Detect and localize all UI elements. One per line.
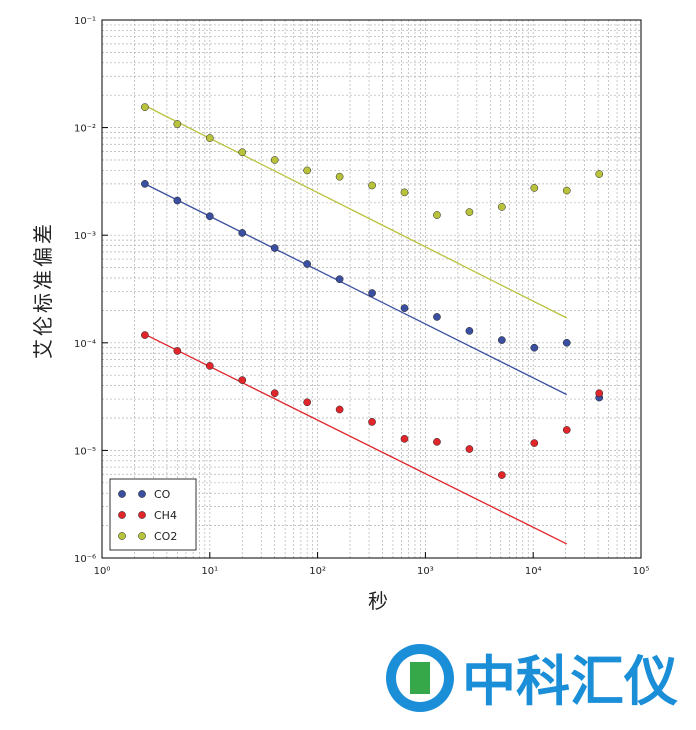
y-tick-label: 10⁻¹: [74, 16, 96, 27]
data-point: [498, 336, 506, 344]
y-tick-label: 10⁻⁴: [74, 339, 96, 350]
y-tick-label: 10⁻⁵: [74, 446, 96, 457]
data-point: [335, 405, 344, 414]
data-point: [238, 229, 247, 237]
x-tick-label: 10¹: [201, 566, 218, 577]
data-point: [335, 275, 344, 284]
data-point: [141, 331, 149, 339]
data-point: [173, 196, 182, 205]
legend-label: CO2: [154, 530, 177, 543]
data-point: [303, 166, 312, 175]
data-point: [465, 208, 474, 216]
legend-marker: [138, 511, 146, 519]
legend-marker: [138, 532, 146, 540]
data-point: [205, 134, 214, 142]
legend-marker: [118, 511, 126, 519]
fit-line: [144, 105, 568, 319]
legend: CO CH4 CO2: [109, 478, 197, 551]
data-point: [400, 304, 409, 312]
legend-marker: [138, 490, 146, 498]
data-point: [141, 180, 149, 188]
data-point: [368, 181, 376, 190]
watermark-text: 中科汇仪: [462, 650, 678, 713]
data-point: [270, 244, 279, 252]
x-tick-label: 10⁵: [633, 566, 650, 577]
data-point: [498, 203, 506, 211]
data-point: [530, 343, 539, 352]
data-point: [530, 439, 539, 447]
x-tick-label: 10³: [417, 566, 434, 577]
data-point: [433, 211, 441, 219]
legend-marker: [118, 532, 126, 540]
data-point: [562, 186, 571, 195]
data-point: [595, 170, 604, 178]
data-point: [433, 313, 441, 321]
data-point: [530, 184, 539, 192]
data-point: [141, 103, 149, 111]
data-point: [270, 156, 279, 164]
data-point: [205, 212, 214, 221]
y-axis-label: 艾伦标准偏差: [31, 221, 55, 359]
data-point: [173, 347, 182, 355]
fit-line: [144, 333, 568, 545]
y-tick-label: 10⁻³: [74, 231, 96, 242]
data-point: [400, 188, 409, 197]
legend-label: CH4: [154, 509, 177, 522]
y-tick-label: 10⁻²: [74, 124, 96, 135]
data-point: [173, 120, 182, 128]
data-point: [562, 426, 571, 434]
x-axis-label: 秒: [368, 589, 388, 613]
x-tick-label: 10⁰: [94, 566, 111, 577]
data-point: [368, 289, 376, 297]
data-point: [238, 148, 247, 157]
fit-line: [144, 183, 568, 396]
x-tick-label: 10²: [309, 566, 326, 577]
data-point: [335, 172, 344, 181]
data-point: [303, 260, 312, 268]
data-point: [562, 338, 571, 347]
data-point: [465, 327, 474, 335]
data-point: [498, 471, 506, 479]
data-point: [368, 418, 376, 426]
data-point: [205, 362, 214, 370]
y-tick-label: 10⁻⁶: [74, 554, 96, 565]
logo-leaf: [410, 662, 430, 694]
data-point: [595, 389, 604, 398]
data-point: [270, 389, 279, 398]
data-point: [303, 398, 312, 407]
plot-area: [102, 20, 641, 558]
plot-frame: [101, 19, 642, 559]
legend-label: CO: [154, 488, 171, 501]
data-point: [465, 445, 474, 453]
x-tick-label: 10⁴: [525, 566, 542, 577]
data-point: [433, 438, 441, 446]
watermark: 中科汇仪: [386, 644, 678, 713]
legend-marker: [118, 490, 126, 498]
data-point: [400, 435, 409, 443]
data-point: [238, 376, 247, 384]
